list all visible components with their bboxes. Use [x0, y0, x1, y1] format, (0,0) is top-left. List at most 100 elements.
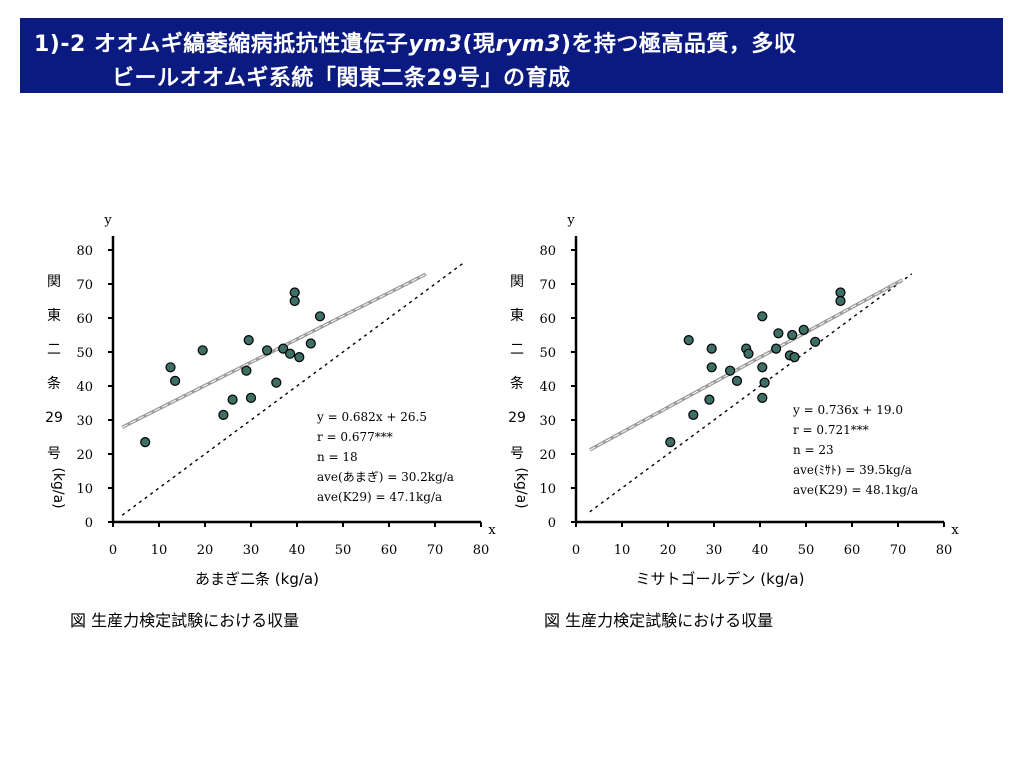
- y-tick-label: 50: [539, 346, 556, 361]
- x-axis-title: ミサトゴールデン (kg/a): [636, 570, 805, 588]
- data-point: [665, 437, 676, 448]
- data-point: [704, 394, 715, 405]
- y-axis-title-char: 東: [47, 308, 61, 324]
- data-point: [140, 437, 151, 448]
- y-axis-title-char: 29: [45, 410, 63, 426]
- x-tick-label: 80: [473, 543, 490, 558]
- data-point: [757, 362, 768, 373]
- x-axis-title: あまぎ二条 (kg/a): [195, 570, 319, 588]
- y-axis-title-char: 二: [47, 342, 61, 358]
- data-point: [218, 409, 229, 420]
- data-point: [731, 375, 743, 386]
- y-tick-label: 40: [76, 380, 93, 395]
- stat-line: ave(K29) = 48.1kg/a: [793, 483, 918, 497]
- data-point: [285, 348, 296, 359]
- scatter-plot-amagi: y x 0 10 20 30 40 50 60 70 80 0 10 20 30 40 50 60 70 80 y = …: [45, 213, 496, 588]
- data-point: [787, 329, 798, 341]
- y-tick-label: 70: [539, 278, 556, 293]
- x-tick-label: 20: [660, 543, 677, 558]
- y-tick-label: 60: [539, 312, 556, 327]
- data-point: [243, 335, 254, 346]
- x-tick-label: 50: [798, 543, 815, 558]
- data-point: [835, 287, 846, 298]
- data-point: [759, 377, 770, 388]
- y-axis-title-char: 関: [47, 274, 61, 290]
- data-point: [757, 392, 768, 403]
- figure-caption-right: 図 生産力検定試験における収量: [544, 611, 774, 630]
- data-point: [757, 311, 768, 322]
- y-axis-title-char: 関: [510, 274, 524, 290]
- stat-line: y = 0.682x + 26.5: [316, 410, 427, 424]
- y-axis-title-char: 号: [47, 446, 61, 462]
- data-point: [294, 352, 305, 363]
- title-bar: 1)-2 オオムギ縞萎縮病抵抗性遺伝子ym3(現rym3)を持つ極高品質，多収 …: [20, 18, 1003, 93]
- x-tick-label: 80: [936, 543, 953, 558]
- y-tick-label: 80: [539, 244, 556, 259]
- data-point: [227, 394, 238, 405]
- y-axis-title-char: 29: [508, 410, 526, 426]
- y-tick-label: 10: [539, 482, 556, 497]
- scatter-chart-misato: y x 0 10 20 30 40 50 60 70 80 0 10 20 30 40 50 60 70 80 y = …: [503, 210, 963, 604]
- y-axis-title-char: 東: [510, 308, 524, 324]
- x-tick-label: 40: [289, 543, 306, 558]
- x-axis-letter: x: [951, 523, 959, 538]
- y-axis-title-char: 号: [510, 446, 524, 462]
- y-tick-label: 20: [539, 448, 556, 463]
- stat-line: ave(あまぎ) = 30.2kg/a: [317, 470, 454, 484]
- data-point: [197, 345, 208, 356]
- data-point: [314, 311, 326, 322]
- title-line-2: ビールオオムギ系統「関東二条29号」の育成: [112, 66, 571, 91]
- x-tick-label: 60: [381, 543, 398, 558]
- data-point: [170, 375, 181, 386]
- stat-line: n = 23: [793, 443, 834, 457]
- stat-line: ave(ﾐｻﾄ) = 39.5kg/a: [793, 463, 912, 477]
- data-point: [835, 295, 846, 307]
- data-point: [683, 335, 694, 346]
- x-tick-label: 50: [335, 543, 352, 558]
- title-prefix: 1)-2 オオムギ縞萎縮病抵抗性遺伝子: [34, 32, 409, 57]
- x-tick-label: 0: [109, 543, 117, 558]
- gene-name: ym3: [408, 32, 463, 57]
- data-point: [798, 324, 809, 336]
- x-tick-label: 70: [427, 543, 444, 558]
- stat-line: y = 0.736x + 19.0: [792, 403, 903, 417]
- y-tick-label: 10: [76, 482, 93, 497]
- data-point: [305, 338, 316, 349]
- y-axis-title-char: 二: [510, 342, 524, 358]
- data-point: [688, 409, 699, 420]
- data-point: [773, 328, 784, 339]
- title-suffix: )を持つ極高品質，多収: [560, 32, 797, 57]
- y-axis-letter: y: [566, 213, 575, 228]
- data-point: [271, 377, 282, 388]
- x-tick-label: 30: [706, 543, 723, 558]
- data-point: [262, 345, 273, 356]
- x-tick-label: 30: [243, 543, 260, 558]
- data-point: [725, 365, 736, 376]
- data-point: [278, 343, 289, 354]
- y-axis-title-char: 条: [510, 375, 524, 392]
- figure-caption-left: 図 生産力検定試験における収量: [70, 611, 300, 630]
- stat-line: r = 0.721***: [793, 423, 869, 437]
- stat-line: ave(K29) = 47.1kg/a: [317, 490, 442, 504]
- x-tick-label: 70: [890, 543, 907, 558]
- data-point: [245, 392, 257, 403]
- title-line-1: 1)-2 オオムギ縞萎縮病抵抗性遺伝子ym3(現rym3)を持つ極高品質，多収: [34, 26, 796, 58]
- regression-line-highlight: [121, 273, 427, 428]
- data-point: [789, 352, 800, 363]
- stat-line: r = 0.677***: [317, 430, 393, 444]
- one-to-one-line: [121, 263, 464, 516]
- data-point: [289, 295, 300, 307]
- x-axis-letter: x: [488, 523, 496, 538]
- scatter-plot-misato: y x 0 10 20 30 40 50 60 70 80 0 10 20 30 40 50 60 70 80 y = …: [508, 213, 959, 588]
- stat-line: n = 18: [317, 450, 358, 464]
- y-tick-label: 80: [76, 244, 93, 259]
- y-tick-label: 70: [76, 278, 93, 293]
- y-tick-label: 60: [76, 312, 93, 327]
- data-point: [743, 348, 754, 359]
- data-point: [706, 362, 717, 373]
- data-point: [810, 336, 821, 347]
- x-tick-label: 60: [844, 543, 861, 558]
- scatter-chart-amagi: y x 0 10 20 30 40 50 60 70 80 0 10 20 30 40 50 60 70 80 y = …: [40, 210, 500, 604]
- data-point: [289, 287, 300, 298]
- y-tick-label: 30: [539, 414, 556, 429]
